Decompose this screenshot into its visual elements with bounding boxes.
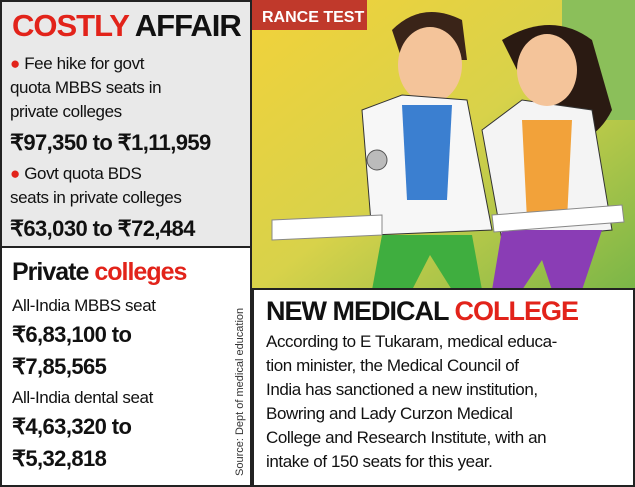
body-line: According to E Tukaram, medical educa- xyxy=(266,332,557,351)
body-line: College and Research Institute, with an xyxy=(266,428,547,447)
private-colleges-box: Private colleges All-India MBBS seat ₹6,… xyxy=(0,246,252,487)
illustration: RANCE TEST xyxy=(252,0,635,290)
item-line: private colleges xyxy=(10,102,122,121)
title-part: AFFAIR xyxy=(134,8,242,43)
title-part: Private xyxy=(12,258,89,286)
costly-title: COSTLY AFFAIR xyxy=(12,8,242,44)
body-line: intake of 150 seats for this year. xyxy=(266,452,493,471)
text: Fee hike for govt xyxy=(24,54,145,73)
body-line: tion minister, the Medical Council of xyxy=(266,356,519,375)
title-part: COLLEGE xyxy=(454,296,580,326)
text: Govt quota BDS xyxy=(24,164,142,183)
costly-affair-box: COSTLY AFFAIR ● Fee hike for govt quota … xyxy=(0,0,252,248)
seat-label: All-India dental seat xyxy=(12,388,153,407)
seat-label: All-India MBBS seat xyxy=(12,296,156,315)
seat-range: ₹5,32,818 xyxy=(12,446,107,471)
fee-range: ₹97,350 to ₹1,11,959 xyxy=(10,130,211,155)
item-line: seats in private colleges xyxy=(10,188,182,207)
new-college-title: NEW MEDICAL COLLEGE xyxy=(266,296,580,327)
source-note: Source: Dept of medical education xyxy=(234,307,246,476)
item-line: ● Govt quota BDS xyxy=(10,164,142,183)
seat-range: ₹7,85,565 xyxy=(12,354,107,379)
title-part: COSTLY xyxy=(12,8,129,43)
body-line: India has sanctioned a new institution, xyxy=(266,380,538,399)
new-college-box: NEW MEDICAL COLLEGE According to E Tukar… xyxy=(252,288,635,487)
seat-range: ₹6,83,100 to xyxy=(12,322,132,347)
fee-range: ₹63,030 to ₹72,484 xyxy=(10,216,195,241)
seat-range: ₹4,63,320 to xyxy=(12,414,132,439)
title-part: NEW MEDICAL xyxy=(266,296,449,326)
item-line: ● Fee hike for govt xyxy=(10,54,145,73)
sign-text: RANCE TEST xyxy=(262,9,364,26)
private-title: Private colleges xyxy=(12,258,187,287)
title-part: colleges xyxy=(94,258,187,286)
item-line: quota MBBS seats in xyxy=(10,78,162,97)
body-line: Bowring and Lady Curzon Medical xyxy=(266,404,513,423)
